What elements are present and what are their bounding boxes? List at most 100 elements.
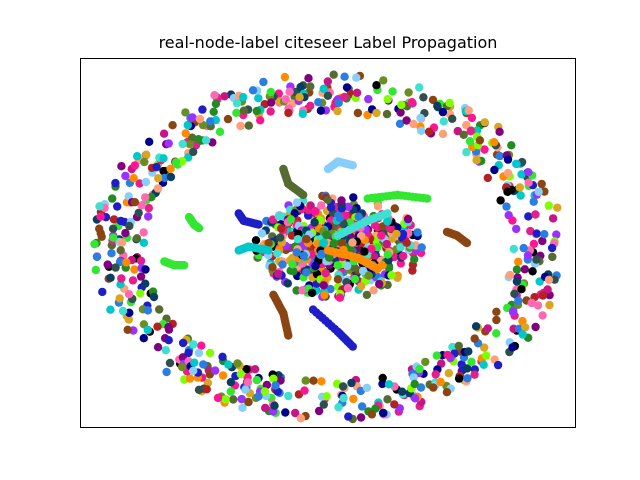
data-point-12: [254, 94, 263, 103]
data-point-651: [438, 129, 448, 139]
data-point-1202: [377, 231, 386, 240]
data-point-696: [211, 366, 220, 375]
data-point-303: [503, 155, 513, 164]
data-point-1186: [375, 279, 384, 289]
data-point-565: [416, 383, 426, 392]
data-point-613: [142, 150, 151, 159]
data-point-228: [464, 106, 473, 115]
data-point-1212: [337, 196, 346, 205]
data-point-644: [409, 119, 418, 129]
data-point-1015: [410, 255, 419, 264]
data-point-689: [140, 157, 149, 167]
data-point-128: [121, 171, 130, 181]
data-point-150: [444, 369, 453, 378]
data-point-357: [164, 139, 173, 148]
data-point-638: [463, 374, 472, 383]
data-point-126: [442, 388, 452, 397]
data-point-474: [221, 395, 230, 404]
data-point-408: [483, 324, 492, 333]
data-point-1216: [356, 282, 366, 291]
data-point-551: [108, 224, 118, 233]
data-point-556: [495, 127, 504, 136]
data-point-1166: [383, 217, 392, 226]
data-point-525: [232, 108, 241, 118]
data-point-1197: [274, 212, 283, 221]
data-point-193: [218, 352, 227, 361]
data-point-1422: [311, 261, 320, 271]
data-point-242: [529, 197, 538, 206]
data-point-504: [516, 191, 525, 200]
data-point-617: [534, 187, 543, 197]
data-point-61: [472, 126, 482, 135]
data-point-537: [210, 91, 219, 100]
data-point-657: [481, 351, 491, 360]
data-point-675: [492, 315, 501, 325]
data-point-466: [189, 147, 198, 157]
data-point-655: [524, 168, 533, 177]
data-point-1056: [320, 290, 329, 300]
data-point-633: [531, 210, 540, 219]
data-point-707: [326, 284, 335, 294]
data-point-673: [117, 162, 126, 171]
data-point-1457: [293, 235, 303, 244]
data-point-402: [223, 114, 233, 124]
data-point-694: [424, 127, 434, 136]
data-point-642: [490, 138, 499, 147]
data-point-343: [334, 403, 343, 412]
data-point-615: [540, 230, 549, 239]
data-point-871: [289, 267, 298, 276]
data-point-647: [237, 394, 246, 404]
data-point-83: [415, 83, 424, 92]
data-point-270: [109, 215, 119, 224]
data-point-632: [470, 334, 479, 343]
data-point-480: [524, 212, 533, 221]
data-point-539: [356, 413, 366, 422]
data-point-1515: [348, 342, 357, 351]
data-point-366: [510, 289, 519, 298]
data-point-555: [319, 84, 328, 94]
data-point-120: [125, 221, 134, 231]
data-point-95: [153, 343, 163, 352]
data-point-509: [445, 98, 454, 108]
data-point-1459: [292, 248, 301, 257]
data-point-583: [103, 260, 112, 269]
data-point-417: [357, 402, 367, 411]
data-point-1184: [323, 195, 332, 204]
data-point-671: [198, 105, 207, 114]
data-point-621: [379, 408, 388, 418]
data-point-497: [415, 364, 424, 374]
data-point-406: [372, 108, 381, 118]
data-point-562: [512, 277, 522, 286]
data-point-116: [419, 93, 428, 102]
data-point-634: [190, 358, 199, 367]
data-point-619: [123, 325, 132, 334]
data-point-218: [507, 141, 516, 150]
data-point-656: [266, 98, 276, 107]
data-point-559: [544, 201, 553, 210]
data-point-422: [291, 408, 300, 418]
data-point-300: [480, 118, 489, 127]
data-point-1444: [360, 247, 369, 256]
data-point-121: [159, 166, 168, 176]
data-point-623: [483, 173, 492, 183]
data-point-566: [508, 343, 517, 352]
data-point-533: [520, 265, 529, 274]
data-point-136: [304, 74, 313, 83]
data-point-384: [519, 243, 528, 253]
data-point-630: [259, 77, 268, 87]
data-point-415: [92, 252, 102, 262]
data-point-620: [270, 401, 279, 410]
data-point-653: [244, 397, 253, 407]
data-point-1476: [348, 238, 357, 247]
data-point-1011: [343, 283, 353, 293]
data-point-1180: [264, 238, 273, 248]
data-point-519: [130, 198, 140, 207]
data-point-63: [379, 76, 388, 85]
data-point-646: [472, 156, 481, 165]
data-point-248: [439, 117, 448, 126]
data-point-1140: [306, 201, 315, 210]
data-point-550: [241, 385, 250, 394]
data-point-472: [384, 380, 394, 389]
data-point-496: [201, 136, 211, 145]
data-point-157: [160, 173, 169, 183]
